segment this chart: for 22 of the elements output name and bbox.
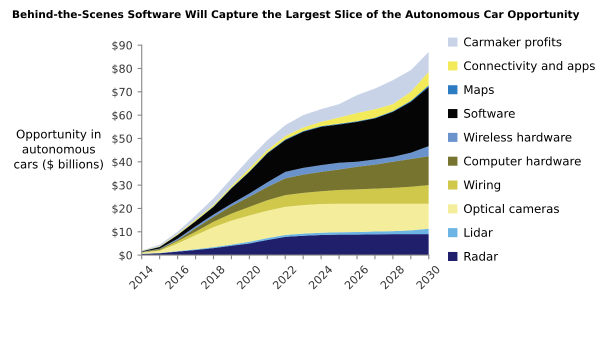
legend-label: Connectivity and apps xyxy=(464,61,595,72)
y-tick-label: $30 xyxy=(112,180,132,191)
y-tick-label: $80 xyxy=(112,64,132,74)
y-tick-label: $90 xyxy=(112,40,132,52)
legend-label: Wireless hardware xyxy=(464,132,572,142)
y-axis-title: Opportunity in autonomous cars ($ billions) xyxy=(14,129,103,170)
legend-label: Computer hardware xyxy=(464,156,581,168)
legend-label: Wiring xyxy=(464,180,500,192)
y-tick-label: $60 xyxy=(112,110,132,121)
y-tick-label: $50 xyxy=(112,134,132,144)
y-tick-label: $40 xyxy=(112,158,132,168)
chart-title: Behind-the-Scenes Software Will Capture the Largest Slice of the Autonomous Car Opportunity xyxy=(12,10,580,20)
legend-label: Radar xyxy=(464,252,498,261)
legend-label: Software xyxy=(464,108,515,118)
y-tick-label: $70 xyxy=(112,88,132,98)
y-tick-label: $20 xyxy=(112,204,132,214)
legend-label: Optical cameras xyxy=(464,204,559,216)
legend-label: Carmaker profits xyxy=(464,37,562,49)
y-tick-label: $0 xyxy=(119,250,132,261)
legend-label: Lidar xyxy=(464,228,493,237)
legend-label: Maps xyxy=(464,85,494,96)
y-tick-label: $10 xyxy=(112,228,132,238)
